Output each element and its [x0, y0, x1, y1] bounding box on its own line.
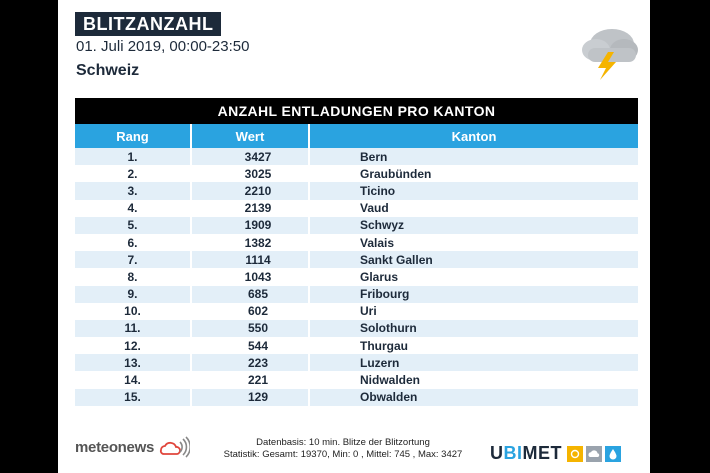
table-row: 7. 1114 Sankt Gallen — [75, 251, 638, 269]
cell-value: 223 — [191, 354, 310, 372]
cell-rank: 8. — [75, 268, 192, 286]
cell-canton: Schwyz — [309, 216, 638, 234]
table-row: 11. 550 Solothurn — [75, 319, 638, 338]
thunderstorm-cloud-icon — [582, 29, 638, 80]
cell-rank: 14. — [75, 371, 192, 389]
cell-rank: 13. — [75, 354, 192, 372]
ubimet-logo[interactable]: UBIMET — [490, 443, 621, 464]
cell-rank: 7. — [75, 251, 192, 269]
cell-canton: Glarus — [309, 268, 638, 286]
cell-canton: Fribourg — [309, 285, 638, 303]
table-row: 8. 1043 Glarus — [75, 268, 638, 286]
cell-rank: 10. — [75, 302, 192, 320]
cell-value: 1114 — [191, 251, 310, 269]
cell-value: 1043 — [191, 268, 310, 286]
cell-rank: 11. — [75, 319, 192, 338]
cell-canton: Solothurn — [309, 319, 638, 338]
column-header-value: Wert — [191, 124, 310, 148]
table-row: 9. 685 Fribourg — [75, 285, 638, 303]
cell-value: 602 — [191, 302, 310, 320]
footer-info: Datenbasis: 10 min. Blitze der Blitzortu… — [208, 437, 478, 461]
cell-value: 1909 — [191, 216, 310, 234]
table-row: 1. 3427 Bern — [75, 148, 638, 166]
sun-icon — [567, 445, 583, 462]
cell-value: 1382 — [191, 233, 310, 252]
report-region: Schweiz — [76, 62, 140, 79]
cell-rank: 5. — [75, 216, 192, 234]
report-title: BLITZANZAHL — [75, 12, 222, 36]
ubimet-logo-bi: BI — [503, 443, 523, 463]
cell-value: 685 — [191, 285, 310, 303]
table-row: 13. 223 Luzern — [75, 354, 638, 372]
table-row: 10. 602 Uri — [75, 302, 638, 320]
cell-canton: Graubünden — [309, 165, 638, 183]
cell-rank: 15. — [75, 388, 192, 406]
cell-canton: Obwalden — [309, 388, 638, 406]
cell-canton: Uri — [309, 302, 638, 320]
meteonews-logo-text: meteonews — [75, 438, 154, 456]
table-row: 12. 544 Thurgau — [75, 337, 638, 355]
cell-canton: Valais — [309, 233, 638, 252]
rain-drop-icon — [605, 445, 621, 462]
cell-canton: Vaud — [309, 199, 638, 217]
cell-canton: Sankt Gallen — [309, 251, 638, 269]
cell-value: 550 — [191, 319, 310, 338]
cell-rank: 1. — [75, 148, 192, 166]
cell-value: 129 — [191, 388, 310, 406]
table-row: 2. 3025 Graubünden — [75, 165, 638, 183]
cell-rank: 12. — [75, 337, 192, 355]
table-title: ANZAHL ENTLADUNGEN PRO KANTON — [75, 98, 638, 124]
meteonews-logo[interactable]: meteonews — [75, 436, 190, 458]
meteonews-cloud-icon — [159, 436, 190, 458]
cell-value: 544 — [191, 337, 310, 355]
table-row: 14. 221 Nidwalden — [75, 371, 638, 389]
ubimet-logo-met: MET — [522, 443, 562, 463]
cell-value: 3427 — [191, 148, 310, 166]
cell-value: 3025 — [191, 165, 310, 183]
cloud-icon — [586, 445, 602, 462]
report-date: 01. Juli 2019, 00:00-23:50 — [76, 38, 250, 55]
cell-rank: 9. — [75, 285, 192, 303]
table-row: 15. 129 Obwalden — [75, 388, 638, 406]
cell-value: 221 — [191, 371, 310, 389]
cell-canton: Nidwalden — [309, 371, 638, 389]
cell-rank: 3. — [75, 182, 192, 200]
table-row: 3. 2210 Ticino — [75, 182, 638, 200]
table-row: 5. 1909 Schwyz — [75, 216, 638, 234]
footer-statistics: Statistik: Gesamt: 19370, Min: 0 , Mitte… — [223, 449, 463, 460]
table-row: 6. 1382 Valais — [75, 233, 638, 252]
ubimet-logo-text: UBIMET — [490, 443, 562, 464]
report-card: BLITZANZAHL 01. Juli 2019, 00:00-23:50 S… — [58, 0, 650, 473]
cell-value: 2210 — [191, 182, 310, 200]
cell-value: 2139 — [191, 199, 310, 217]
cell-rank: 2. — [75, 165, 192, 183]
cell-canton: Thurgau — [309, 337, 638, 355]
cell-canton: Luzern — [309, 354, 638, 372]
cell-canton: Ticino — [309, 182, 638, 200]
ubimet-logo-u: U — [490, 443, 504, 463]
footer-data-source: Datenbasis: 10 min. Blitze der Blitzortu… — [256, 437, 430, 448]
table-header-row: Rang Wert Kanton — [75, 124, 638, 148]
canton-data-table: Rang Wert Kanton 1. 3427 Bern 2. 3025 Gr… — [75, 124, 638, 406]
cell-rank: 4. — [75, 199, 192, 217]
cell-canton: Bern — [309, 148, 638, 166]
table-row: 4. 2139 Vaud — [75, 199, 638, 217]
column-header-rank: Rang — [75, 124, 192, 148]
canton-table: ANZAHL ENTLADUNGEN PRO KANTON Rang Wert … — [75, 98, 638, 406]
column-header-canton: Kanton — [309, 124, 638, 148]
cell-rank: 6. — [75, 233, 192, 252]
